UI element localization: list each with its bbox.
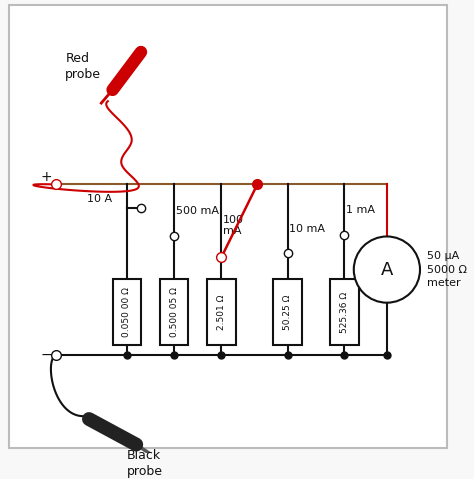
Text: A: A — [381, 261, 393, 279]
Text: 50 μA
5000 Ω
meter: 50 μA 5000 Ω meter — [427, 251, 466, 288]
Text: 500 mA: 500 mA — [176, 205, 219, 216]
Bar — [113, 279, 141, 345]
Text: 100
mA: 100 mA — [223, 215, 244, 237]
Text: +: + — [41, 170, 52, 184]
Bar — [273, 279, 302, 345]
Text: Red
probe: Red probe — [65, 52, 101, 81]
Text: 10 mA: 10 mA — [290, 224, 326, 234]
Bar — [160, 279, 188, 345]
Text: Black
probe: Black probe — [127, 449, 163, 479]
Text: −: − — [41, 348, 52, 362]
Text: 0.050 00 Ω: 0.050 00 Ω — [122, 287, 131, 337]
Bar — [330, 279, 358, 345]
Circle shape — [354, 237, 420, 303]
Text: 10 A: 10 A — [88, 194, 113, 204]
Text: 0.500 05 Ω: 0.500 05 Ω — [170, 287, 179, 337]
Bar — [207, 279, 236, 345]
Text: 2.501 Ω: 2.501 Ω — [217, 295, 226, 330]
Text: 1 mA: 1 mA — [346, 205, 375, 215]
Text: 525.36 Ω: 525.36 Ω — [340, 292, 349, 333]
Text: 50.25 Ω: 50.25 Ω — [283, 295, 292, 330]
